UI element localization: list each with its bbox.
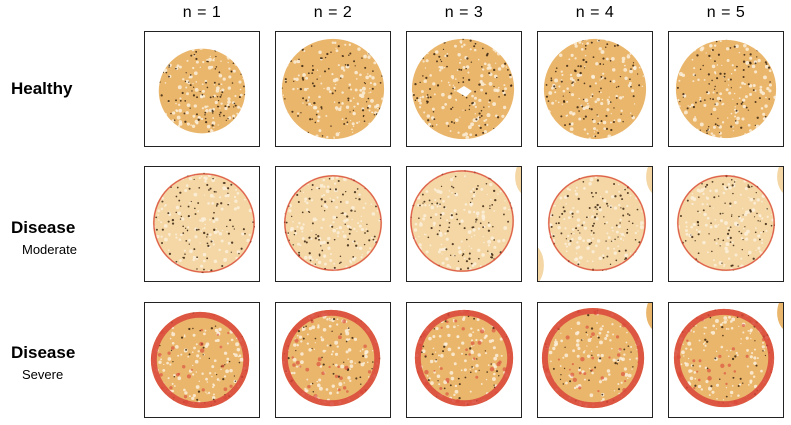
tissue-image-moderate-n3	[406, 166, 522, 282]
column-header-n5: n = 5	[706, 4, 746, 21]
column-header-n3: n = 3	[444, 4, 484, 21]
tissue-image-moderate-n4	[537, 166, 653, 282]
tissue-image-moderate-n2	[275, 166, 391, 282]
tissue-image-severe-n4	[537, 302, 653, 418]
tissue-image-healthy-n5	[668, 31, 784, 147]
tissue-image-severe-n1	[144, 302, 260, 418]
tissue-image-healthy-n4	[537, 31, 653, 147]
row-title: Disease	[11, 343, 76, 362]
column-header-n4: n = 4	[575, 4, 615, 21]
tissue-image-healthy-n2	[275, 31, 391, 147]
tissue-image-severe-n5	[668, 302, 784, 418]
row-label-healthy: Healthy	[11, 79, 72, 99]
tissue-image-severe-n3	[406, 302, 522, 418]
row-title: Disease	[11, 218, 76, 237]
row-title: Healthy	[11, 79, 73, 98]
tissue-image-severe-n2	[275, 302, 391, 418]
column-header-n1: n = 1	[182, 4, 222, 21]
column-header-n2: n = 2	[313, 4, 353, 21]
tissue-image-healthy-n3	[406, 31, 522, 147]
row-label-disease-moderate: Disease Moderate	[11, 218, 77, 257]
row-subtitle: Moderate	[22, 242, 77, 257]
tissue-image-moderate-n1	[144, 166, 260, 282]
row-label-disease-severe: Disease Severe	[11, 343, 75, 382]
tissue-image-moderate-n5	[668, 166, 784, 282]
row-subtitle: Severe	[22, 367, 64, 382]
tissue-image-healthy-n1	[144, 31, 260, 147]
